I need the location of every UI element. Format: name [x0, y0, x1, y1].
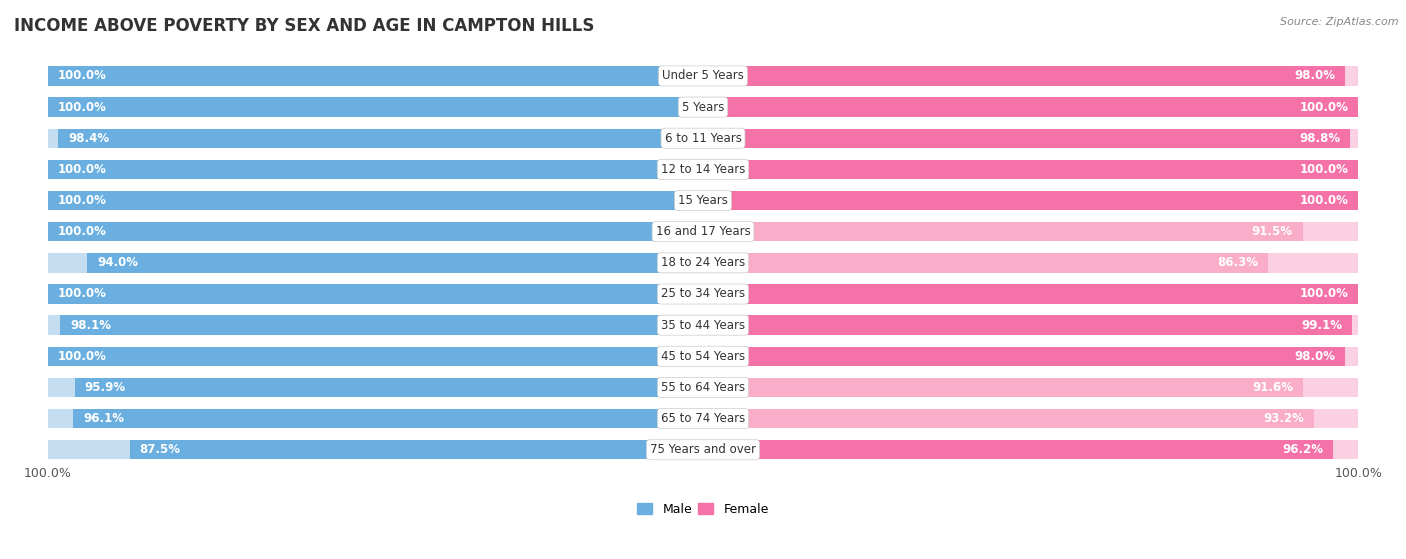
Bar: [48, 253, 703, 272]
Text: 93.2%: 93.2%: [1263, 412, 1303, 425]
Bar: [703, 440, 1358, 459]
Bar: [58, 129, 703, 148]
Bar: [703, 315, 1353, 335]
Text: 100.0%: 100.0%: [58, 194, 107, 207]
Bar: [48, 347, 703, 366]
Text: 98.8%: 98.8%: [1299, 132, 1340, 145]
Text: 91.5%: 91.5%: [1251, 225, 1292, 238]
Legend: Male, Female: Male, Female: [633, 498, 773, 520]
Text: 96.1%: 96.1%: [83, 412, 124, 425]
Bar: [703, 191, 1358, 210]
Text: 100.0%: 100.0%: [58, 225, 107, 238]
Bar: [48, 191, 703, 210]
Bar: [703, 347, 1346, 366]
Bar: [48, 285, 703, 304]
Bar: [703, 129, 1358, 148]
Bar: [703, 347, 1358, 366]
Text: 55 to 64 Years: 55 to 64 Years: [661, 381, 745, 394]
Bar: [48, 97, 703, 117]
Text: 100.0%: 100.0%: [58, 163, 107, 176]
Text: 100.0%: 100.0%: [58, 350, 107, 363]
Text: 100.0%: 100.0%: [58, 287, 107, 301]
Bar: [703, 160, 1358, 179]
Text: 5 Years: 5 Years: [682, 101, 724, 113]
Text: INCOME ABOVE POVERTY BY SEX AND AGE IN CAMPTON HILLS: INCOME ABOVE POVERTY BY SEX AND AGE IN C…: [14, 17, 595, 35]
Bar: [48, 285, 703, 304]
Bar: [48, 67, 703, 86]
Bar: [703, 160, 1358, 179]
Text: 100.0%: 100.0%: [1299, 194, 1348, 207]
Text: 18 to 24 Years: 18 to 24 Years: [661, 257, 745, 269]
Text: 100.0%: 100.0%: [1299, 287, 1348, 301]
Bar: [60, 315, 703, 335]
Text: 35 to 44 Years: 35 to 44 Years: [661, 319, 745, 331]
Bar: [703, 97, 1358, 117]
Bar: [703, 315, 1358, 335]
Bar: [129, 440, 703, 459]
Bar: [703, 409, 1313, 428]
Bar: [703, 129, 1350, 148]
Bar: [48, 129, 703, 148]
Text: 100.0%: 100.0%: [58, 69, 107, 82]
Text: 65 to 74 Years: 65 to 74 Years: [661, 412, 745, 425]
Bar: [703, 378, 1303, 397]
Text: 99.1%: 99.1%: [1302, 319, 1343, 331]
Bar: [87, 253, 703, 272]
Text: 75 Years and over: 75 Years and over: [650, 443, 756, 456]
Bar: [703, 67, 1358, 86]
Text: 15 Years: 15 Years: [678, 194, 728, 207]
Bar: [703, 222, 1358, 241]
Text: 91.6%: 91.6%: [1253, 381, 1294, 394]
Text: 12 to 14 Years: 12 to 14 Years: [661, 163, 745, 176]
Text: 100.0%: 100.0%: [1334, 467, 1382, 480]
Bar: [703, 222, 1302, 241]
Text: 95.9%: 95.9%: [84, 381, 125, 394]
Text: 98.0%: 98.0%: [1295, 350, 1336, 363]
Text: Source: ZipAtlas.com: Source: ZipAtlas.com: [1281, 17, 1399, 27]
Text: 100.0%: 100.0%: [58, 101, 107, 113]
Bar: [703, 285, 1358, 304]
Bar: [48, 440, 703, 459]
Text: 45 to 54 Years: 45 to 54 Years: [661, 350, 745, 363]
Bar: [75, 378, 703, 397]
Bar: [48, 222, 703, 241]
Bar: [48, 97, 703, 117]
Bar: [48, 191, 703, 210]
Bar: [703, 253, 1358, 272]
Text: 98.1%: 98.1%: [70, 319, 111, 331]
Text: Under 5 Years: Under 5 Years: [662, 69, 744, 82]
Bar: [48, 67, 703, 86]
Text: 100.0%: 100.0%: [1299, 163, 1348, 176]
Text: 100.0%: 100.0%: [1299, 101, 1348, 113]
Bar: [703, 440, 1333, 459]
Bar: [703, 253, 1268, 272]
Text: 16 and 17 Years: 16 and 17 Years: [655, 225, 751, 238]
Text: 6 to 11 Years: 6 to 11 Years: [665, 132, 741, 145]
Bar: [73, 409, 703, 428]
Bar: [703, 409, 1358, 428]
Bar: [48, 378, 703, 397]
Text: 94.0%: 94.0%: [97, 257, 138, 269]
Bar: [48, 409, 703, 428]
Text: 96.2%: 96.2%: [1282, 443, 1323, 456]
Bar: [703, 67, 1346, 86]
Bar: [703, 191, 1358, 210]
Bar: [48, 222, 703, 241]
Bar: [48, 160, 703, 179]
Text: 100.0%: 100.0%: [24, 467, 72, 480]
Bar: [703, 378, 1358, 397]
Text: 87.5%: 87.5%: [139, 443, 180, 456]
Text: 25 to 34 Years: 25 to 34 Years: [661, 287, 745, 301]
Bar: [48, 160, 703, 179]
Text: 98.0%: 98.0%: [1295, 69, 1336, 82]
Text: 98.4%: 98.4%: [67, 132, 110, 145]
Bar: [703, 285, 1358, 304]
Bar: [48, 347, 703, 366]
Text: 86.3%: 86.3%: [1218, 257, 1258, 269]
Bar: [703, 97, 1358, 117]
Bar: [48, 315, 703, 335]
